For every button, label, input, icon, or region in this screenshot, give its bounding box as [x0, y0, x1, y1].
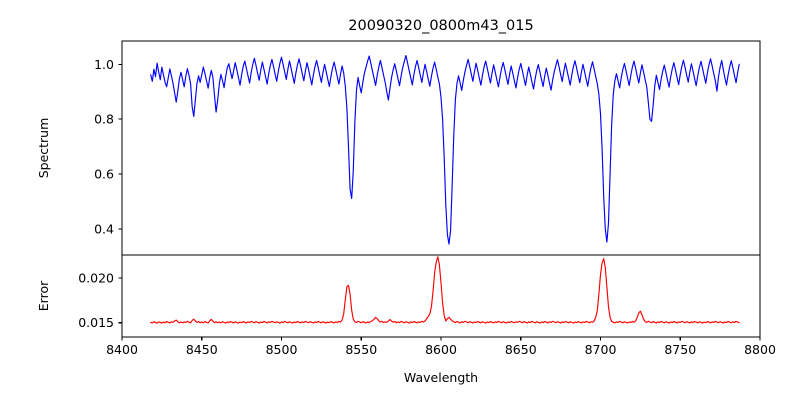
- x-tick-label: 8650: [505, 342, 537, 357]
- x-tick-label: 8400: [106, 342, 138, 357]
- y-tick-label: 0.6: [94, 167, 114, 182]
- x-tick-label: 8600: [425, 342, 457, 357]
- spectrum-y-tickmarks: [118, 63, 122, 230]
- spectrum-y-axis-label: Spectrum: [36, 118, 51, 179]
- spectrum-plot-area: [122, 41, 760, 255]
- y-tick-label: 0.015: [78, 315, 114, 330]
- error-data-line: [150, 256, 740, 324]
- x-tick-label: 8750: [664, 342, 696, 357]
- error-y-tickmarks: [118, 277, 122, 324]
- x-tick-label: 8700: [585, 342, 617, 357]
- y-tick-label: 0.4: [94, 221, 114, 236]
- x-tick-label: 8550: [345, 342, 377, 357]
- y-tick-label: 0.020: [78, 271, 114, 286]
- figure-title: 20090320_0800m43_015: [348, 18, 533, 34]
- y-tick-label: 1.0: [94, 57, 114, 72]
- spectrum-y-ticklabels: 1.0 0.8 0.6 0.4: [94, 57, 114, 237]
- x-axis-tickmarks: [121, 337, 761, 341]
- x-tick-label: 8500: [266, 342, 298, 357]
- y-tick-label: 0.8: [94, 112, 114, 127]
- x-tick-label: 8800: [744, 342, 776, 357]
- error-y-axis-label: Error: [36, 280, 51, 311]
- x-axis: 8400 8450 8500 8550 8600 8650 8700 8750 8800 Wav…: [106, 337, 776, 385]
- error-panel: 0.020 0.015 Error: [36, 254, 761, 338]
- x-tick-label: 8450: [186, 342, 218, 357]
- spectrum-panel: 1.0 0.8 0.6 0.4 Spectrum: [36, 40, 761, 256]
- x-axis-label: Wavelength: [404, 370, 478, 385]
- error-plot-area: [122, 255, 760, 337]
- error-y-ticklabels: 0.020 0.015: [78, 271, 114, 331]
- x-axis-ticklabels: 8400 8450 8500 8550 8600 8650 8700 8750 8800: [106, 342, 776, 357]
- spectrum-data-line: [150, 54, 740, 245]
